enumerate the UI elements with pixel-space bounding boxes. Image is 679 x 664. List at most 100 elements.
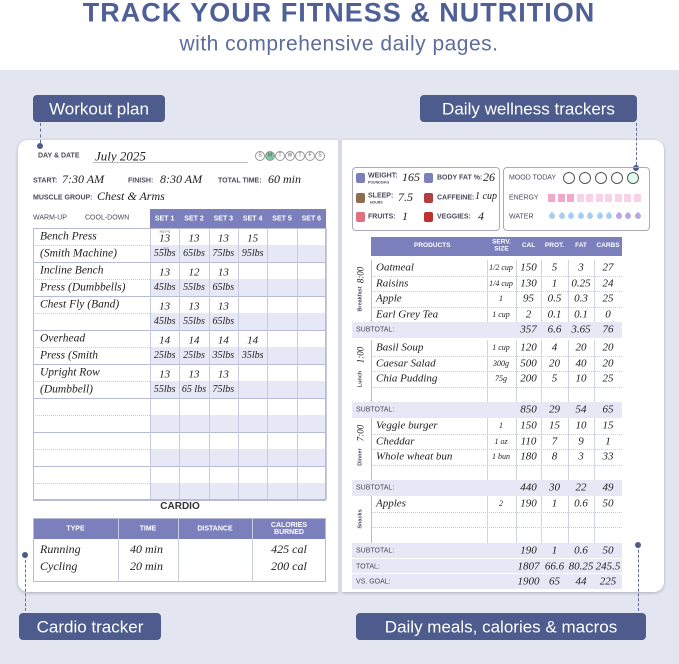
callout-line: [25, 555, 26, 611]
energy-box: [557, 194, 565, 202]
product: Basil Soup: [376, 341, 424, 354]
weight: 65lbs: [183, 248, 205, 259]
rule: [93, 162, 248, 163]
serving: 75g: [495, 374, 507, 384]
total-shade: [352, 543, 622, 558]
serving: 1 cup: [492, 309, 510, 319]
col-line: [516, 418, 517, 481]
bodyfat: 26: [483, 170, 495, 184]
meal-name: Lunch: [357, 370, 364, 388]
reps: 14: [247, 334, 259, 347]
col-head: FAT: [575, 241, 587, 249]
col-line: [541, 418, 542, 481]
day-circle: [305, 151, 315, 161]
start: 7:30 AM: [62, 172, 105, 186]
weight: 55lbs: [183, 282, 205, 293]
col-line: [568, 260, 569, 323]
energy-box: [567, 194, 574, 202]
label: FINISH:: [128, 177, 154, 185]
col-line: [487, 340, 488, 403]
value: 0.1: [547, 308, 562, 321]
exercise-name: (Smith Machine): [40, 247, 117, 260]
exercise-name: Bench Press: [40, 230, 97, 243]
veggies: 4: [478, 209, 484, 223]
value: 1900: [517, 575, 540, 588]
caffeine: 1 cup: [475, 191, 497, 202]
value: 190: [520, 497, 537, 510]
col-line: [568, 340, 569, 403]
sub-label: HOURS: [370, 200, 383, 205]
col-line: [516, 260, 517, 323]
weekday: W: [287, 152, 293, 159]
product: Apples: [376, 497, 406, 510]
meal-time: 1:00: [355, 346, 366, 364]
col-line: [179, 228, 181, 500]
wellness-box: [352, 167, 500, 231]
weight: 25lbs: [183, 350, 205, 361]
icon: [356, 173, 365, 183]
set-label: SET 4: [242, 215, 263, 223]
col-line: [568, 496, 569, 543]
value: 3.65: [571, 323, 591, 336]
value: 40: [575, 357, 587, 370]
icon: [424, 193, 433, 203]
value: 7: [551, 435, 558, 448]
reps: 14: [159, 334, 171, 347]
reps: 13: [159, 300, 171, 313]
mood-face: [611, 172, 623, 184]
reps: 13: [188, 368, 200, 381]
meal-col: [352, 418, 372, 481]
value: 50: [602, 497, 614, 510]
value: 0: [605, 308, 611, 321]
fruits: 1: [402, 209, 408, 223]
reps: 13: [188, 300, 200, 313]
callout-label: Daily meals, calories & macros: [384, 617, 618, 637]
small-label: REPS: [159, 229, 171, 234]
cardio-border: [33, 518, 326, 582]
muscle: Chest & Arms: [97, 189, 165, 203]
weight: 75lbs: [212, 248, 235, 259]
value: 44: [575, 575, 587, 588]
weight: 65lbs: [212, 282, 235, 293]
product: Apple: [376, 292, 402, 305]
reps: 14: [188, 334, 200, 347]
row-line: [371, 464, 622, 466]
value: 22: [575, 481, 587, 494]
weekday: S: [258, 152, 262, 159]
energy-box: [586, 194, 593, 202]
cardio-col: TIME: [139, 525, 157, 533]
value: 20: [602, 341, 614, 354]
value: 1: [551, 544, 558, 557]
value: 27: [602, 261, 614, 274]
serving: 1/4 cup: [489, 278, 513, 288]
weekday: T: [278, 152, 282, 159]
value: 1: [551, 497, 558, 510]
label: DAY & DATE: [38, 152, 80, 160]
exercise-name: (Dumbbell): [40, 383, 94, 396]
value: 3: [578, 450, 584, 463]
label: CAFFEINE:: [437, 194, 475, 202]
small-label: LBS: [161, 246, 169, 251]
value: 9: [578, 435, 584, 448]
mood-face: [579, 172, 591, 184]
exercise-name: Incline Bench: [40, 264, 104, 277]
label: SLEEP:: [368, 192, 394, 200]
serving: 300g: [493, 358, 509, 368]
sleep: 7.5: [398, 190, 413, 204]
value: 66.6: [544, 560, 565, 573]
subtitle: with comprehensive daily pages.: [179, 32, 499, 56]
row-line: [371, 386, 622, 388]
value: 76: [602, 323, 614, 336]
total: 60 min: [268, 172, 301, 186]
set-label: SET 6: [301, 215, 322, 223]
weight: 65lbs: [212, 316, 235, 327]
total-label: SUBTOTAL:: [356, 547, 395, 555]
value: 120: [520, 341, 537, 354]
cardio-time: 20 min: [130, 559, 163, 573]
value: 5: [551, 261, 558, 274]
set-label: SET 3: [213, 215, 234, 223]
row-line: [371, 275, 622, 277]
weight: 35lbs: [241, 350, 264, 361]
product: Cheddar: [376, 435, 415, 448]
product: Whole wheat bun: [376, 450, 453, 463]
